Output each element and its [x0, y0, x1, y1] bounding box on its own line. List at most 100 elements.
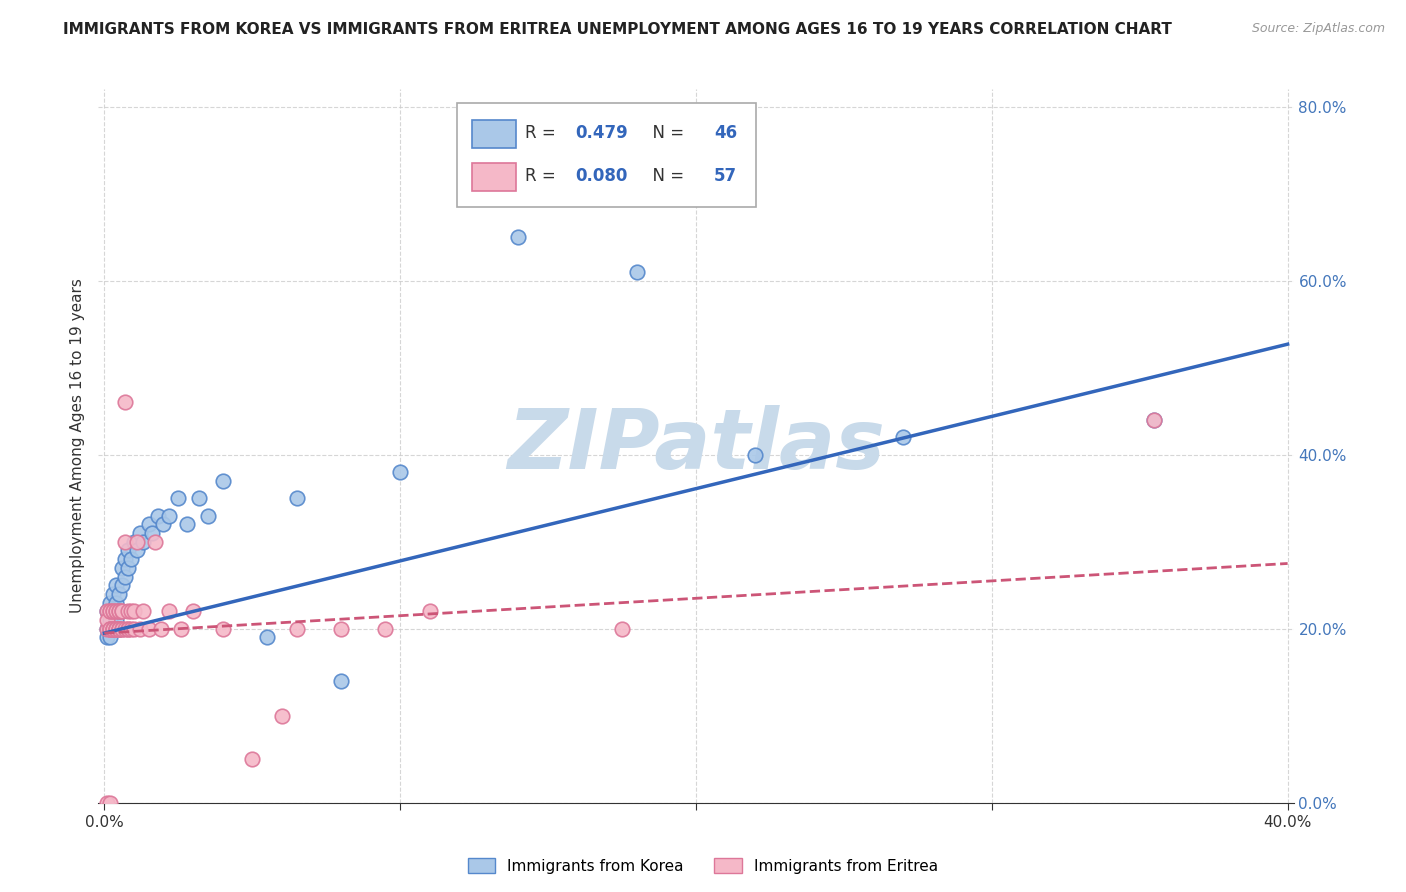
- Text: IMMIGRANTS FROM KOREA VS IMMIGRANTS FROM ERITREA UNEMPLOYMENT AMONG AGES 16 TO 1: IMMIGRANTS FROM KOREA VS IMMIGRANTS FROM…: [63, 22, 1173, 37]
- Point: [111, 622, 134, 636]
- Point: [98, 622, 121, 636]
- Point: [122, 622, 145, 636]
- Point: [891, 430, 914, 444]
- Point: [103, 622, 125, 636]
- Point: [117, 543, 139, 558]
- Point: [108, 622, 131, 636]
- Point: [143, 534, 166, 549]
- FancyBboxPatch shape: [472, 120, 516, 148]
- Point: [256, 631, 278, 645]
- Point: [103, 604, 125, 618]
- Point: [211, 622, 233, 636]
- Text: N =: N =: [643, 125, 689, 143]
- Point: [146, 508, 169, 523]
- Point: [96, 613, 118, 627]
- Point: [141, 526, 163, 541]
- Point: [98, 604, 121, 618]
- Point: [176, 517, 198, 532]
- Point: [108, 604, 131, 618]
- Point: [105, 622, 128, 636]
- Point: [108, 604, 131, 618]
- Point: [111, 604, 134, 618]
- Point: [114, 534, 136, 549]
- Point: [626, 265, 648, 279]
- Point: [285, 491, 308, 506]
- Point: [120, 552, 142, 566]
- Point: [103, 622, 125, 636]
- Text: R =: R =: [524, 125, 561, 143]
- Point: [98, 796, 121, 810]
- Point: [188, 491, 211, 506]
- Point: [117, 622, 139, 636]
- Point: [103, 622, 125, 636]
- Point: [105, 622, 128, 636]
- Point: [105, 596, 128, 610]
- Point: [117, 604, 139, 618]
- Point: [98, 596, 121, 610]
- Point: [157, 508, 180, 523]
- Point: [157, 604, 180, 618]
- Point: [105, 613, 128, 627]
- Point: [152, 517, 174, 532]
- Point: [128, 526, 150, 541]
- Text: 0.479: 0.479: [575, 125, 628, 143]
- Point: [96, 604, 118, 618]
- Legend: Immigrants from Korea, Immigrants from Eritrea: Immigrants from Korea, Immigrants from E…: [461, 852, 945, 880]
- Point: [108, 622, 131, 636]
- Point: [96, 622, 118, 636]
- Point: [98, 622, 121, 636]
- Point: [111, 604, 134, 618]
- Point: [132, 604, 155, 618]
- Point: [419, 604, 441, 618]
- Point: [103, 604, 125, 618]
- Point: [111, 578, 134, 592]
- Point: [98, 604, 121, 618]
- Point: [125, 534, 148, 549]
- Point: [330, 673, 353, 688]
- Point: [96, 604, 118, 618]
- Point: [122, 604, 145, 618]
- Point: [96, 796, 118, 810]
- Point: [211, 474, 233, 488]
- Point: [270, 708, 292, 723]
- Y-axis label: Unemployment Among Ages 16 to 19 years: Unemployment Among Ages 16 to 19 years: [69, 278, 84, 614]
- Point: [96, 622, 118, 636]
- Point: [98, 622, 121, 636]
- FancyBboxPatch shape: [472, 162, 516, 191]
- Point: [98, 622, 121, 636]
- Point: [610, 622, 633, 636]
- Text: R =: R =: [524, 168, 561, 186]
- Point: [1143, 413, 1166, 427]
- Point: [170, 622, 193, 636]
- Point: [374, 622, 396, 636]
- Point: [120, 622, 142, 636]
- FancyBboxPatch shape: [457, 103, 756, 207]
- Point: [105, 578, 128, 592]
- Text: 46: 46: [714, 125, 737, 143]
- Point: [508, 230, 530, 244]
- Point: [108, 587, 131, 601]
- Point: [125, 543, 148, 558]
- Point: [105, 604, 128, 618]
- Point: [389, 465, 412, 479]
- Point: [103, 622, 125, 636]
- Point: [117, 622, 139, 636]
- Point: [105, 622, 128, 636]
- Point: [138, 622, 160, 636]
- Point: [105, 604, 128, 618]
- Point: [117, 561, 139, 575]
- Point: [111, 622, 134, 636]
- Text: 0.080: 0.080: [575, 168, 627, 186]
- Point: [108, 604, 131, 618]
- Point: [108, 622, 131, 636]
- Point: [149, 622, 172, 636]
- Point: [114, 395, 136, 409]
- Point: [103, 604, 125, 618]
- Point: [114, 552, 136, 566]
- Point: [122, 534, 145, 549]
- Point: [114, 569, 136, 583]
- Point: [167, 491, 190, 506]
- Point: [128, 622, 150, 636]
- Point: [120, 604, 142, 618]
- Point: [98, 631, 121, 645]
